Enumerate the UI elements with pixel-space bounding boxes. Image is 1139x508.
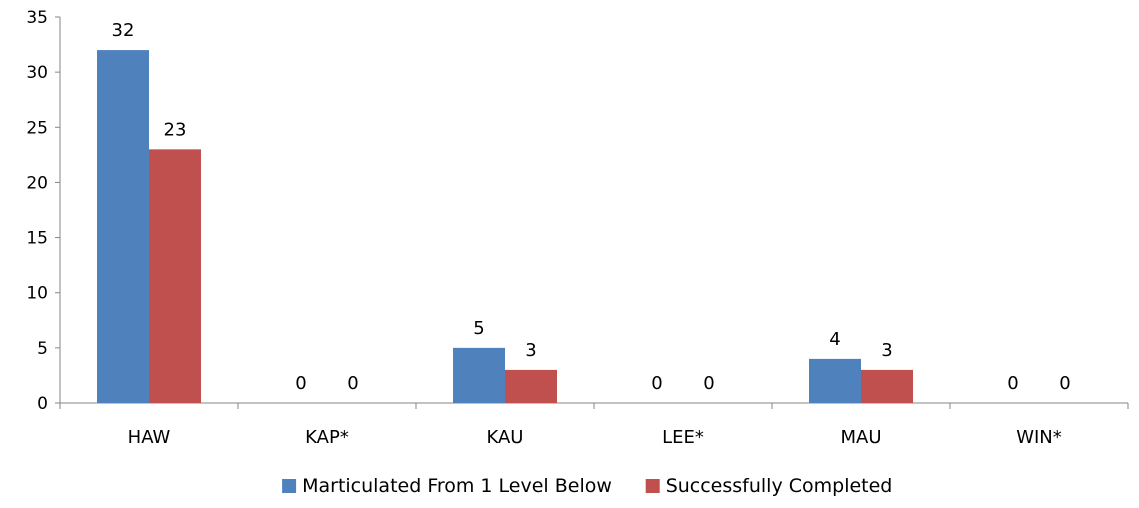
x-tick-label: MAU xyxy=(840,427,881,448)
data-label: 5 xyxy=(473,318,484,339)
y-axis: 0 5 10 15 20 25 30 35 xyxy=(26,8,61,414)
bar-marticulated xyxy=(97,50,149,403)
bar-marticulated xyxy=(453,347,505,403)
data-label: 0 xyxy=(1059,373,1070,394)
x-tick-label: WIN* xyxy=(1016,427,1062,448)
data-label: 0 xyxy=(347,373,358,394)
bar-marticulated xyxy=(809,358,861,403)
y-tick-label: 25 xyxy=(26,118,48,138)
data-label: 3 xyxy=(525,340,536,361)
data-label: 4 xyxy=(829,329,840,350)
x-axis: HAW KAP* KAU LEE* MAU WIN* xyxy=(59,402,1129,448)
bar-completed xyxy=(505,369,557,403)
bar-completed xyxy=(149,149,201,403)
legend-label: Successfully Completed xyxy=(666,475,893,497)
y-tick-label: 10 xyxy=(26,284,48,304)
data-label: 3 xyxy=(881,340,892,361)
legend-swatch xyxy=(645,479,660,493)
y-tick-label: 15 xyxy=(26,229,48,249)
x-tick-label: KAP* xyxy=(305,427,349,448)
x-tick-label: KAU xyxy=(487,427,524,448)
legend-label: Marticulated From 1 Level Below xyxy=(302,475,612,497)
y-tick-label: 35 xyxy=(26,8,48,28)
data-label: 0 xyxy=(703,373,714,394)
data-label: 0 xyxy=(651,373,662,394)
data-label: 23 xyxy=(164,119,187,140)
legend: Marticulated From 1 Level Below Successfu… xyxy=(282,475,892,497)
y-tick-label: 20 xyxy=(26,173,48,193)
data-label: 0 xyxy=(1007,373,1018,394)
data-label: 32 xyxy=(112,20,135,41)
legend-swatch xyxy=(282,479,297,493)
data-label: 0 xyxy=(295,373,306,394)
y-tick-label: 5 xyxy=(37,339,48,359)
y-tick-label: 0 xyxy=(37,394,48,414)
data-labels: 32 0 5 0 4 0 23 0 3 0 3 0 xyxy=(112,20,1071,394)
bar-completed xyxy=(861,369,913,403)
x-tick-label: LEE* xyxy=(662,427,704,448)
x-tick-label: HAW xyxy=(128,427,171,448)
y-tick-label: 30 xyxy=(26,63,48,83)
bars xyxy=(97,50,913,403)
